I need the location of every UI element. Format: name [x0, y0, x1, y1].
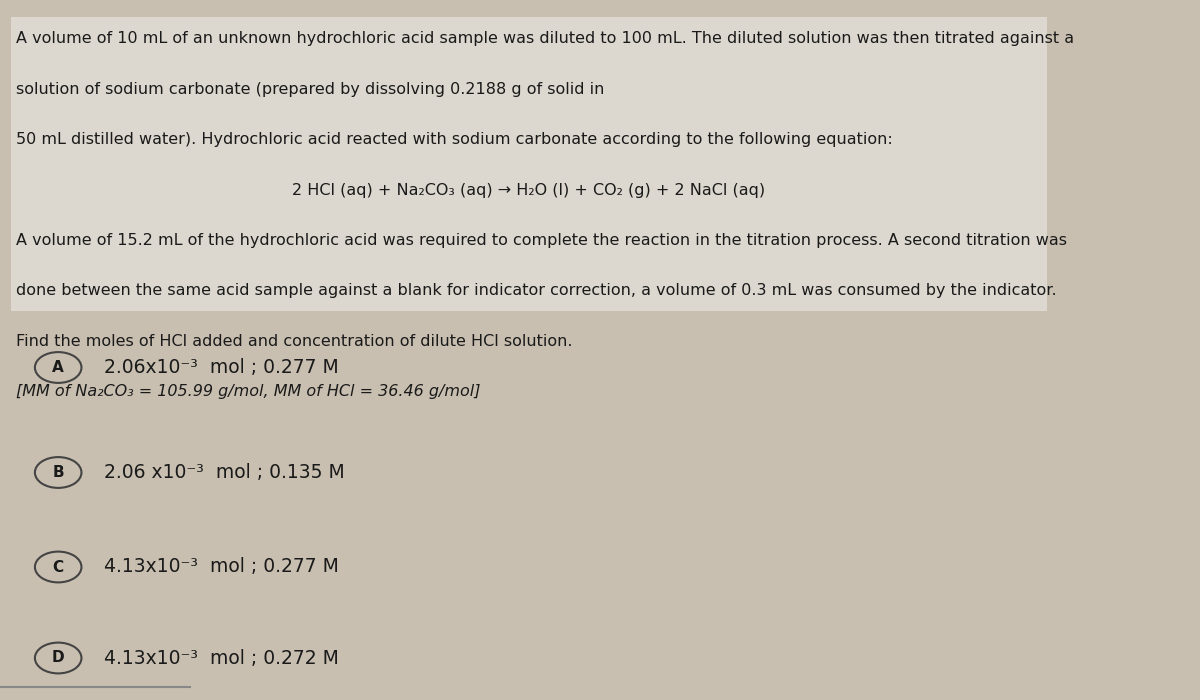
Text: 50 mL distilled water). Hydrochloric acid reacted with sodium carbonate accordin: 50 mL distilled water). Hydrochloric aci…: [16, 132, 893, 147]
Text: D: D: [52, 650, 65, 666]
Text: 4.13x10⁻³  mol ; 0.272 M: 4.13x10⁻³ mol ; 0.272 M: [103, 648, 338, 668]
Text: done between the same acid sample against a blank for indicator correction, a vo: done between the same acid sample agains…: [16, 284, 1056, 298]
Text: B: B: [53, 465, 64, 480]
Text: solution of sodium carbonate (prepared by dissolving 0.2188 g of solid in: solution of sodium carbonate (prepared b…: [16, 82, 605, 97]
Text: A volume of 10 mL of an unknown hydrochloric acid sample was diluted to 100 mL. : A volume of 10 mL of an unknown hydrochl…: [16, 32, 1074, 46]
Text: 2 HCl (aq) + Na₂CO₃ (aq) → H₂O (l) + CO₂ (g) + 2 NaCl (aq): 2 HCl (aq) + Na₂CO₃ (aq) → H₂O (l) + CO₂…: [293, 183, 766, 197]
Text: Find the moles of HCl added and concentration of dilute HCl solution.: Find the moles of HCl added and concentr…: [16, 334, 572, 349]
Text: [MM of Na₂CO₃ = 105.99 g/mol, MM of HCl = 36.46 g/mol]: [MM of Na₂CO₃ = 105.99 g/mol, MM of HCl …: [16, 384, 480, 399]
Text: 4.13x10⁻³  mol ; 0.277 M: 4.13x10⁻³ mol ; 0.277 M: [103, 557, 338, 577]
Text: 2.06x10⁻³  mol ; 0.277 M: 2.06x10⁻³ mol ; 0.277 M: [103, 358, 338, 377]
Text: 2.06 x10⁻³  mol ; 0.135 M: 2.06 x10⁻³ mol ; 0.135 M: [103, 463, 344, 482]
Text: C: C: [53, 559, 64, 575]
Text: A volume of 15.2 mL of the hydrochloric acid was required to complete the reacti: A volume of 15.2 mL of the hydrochloric …: [16, 233, 1067, 248]
FancyBboxPatch shape: [11, 18, 1048, 312]
Text: A: A: [53, 360, 64, 375]
